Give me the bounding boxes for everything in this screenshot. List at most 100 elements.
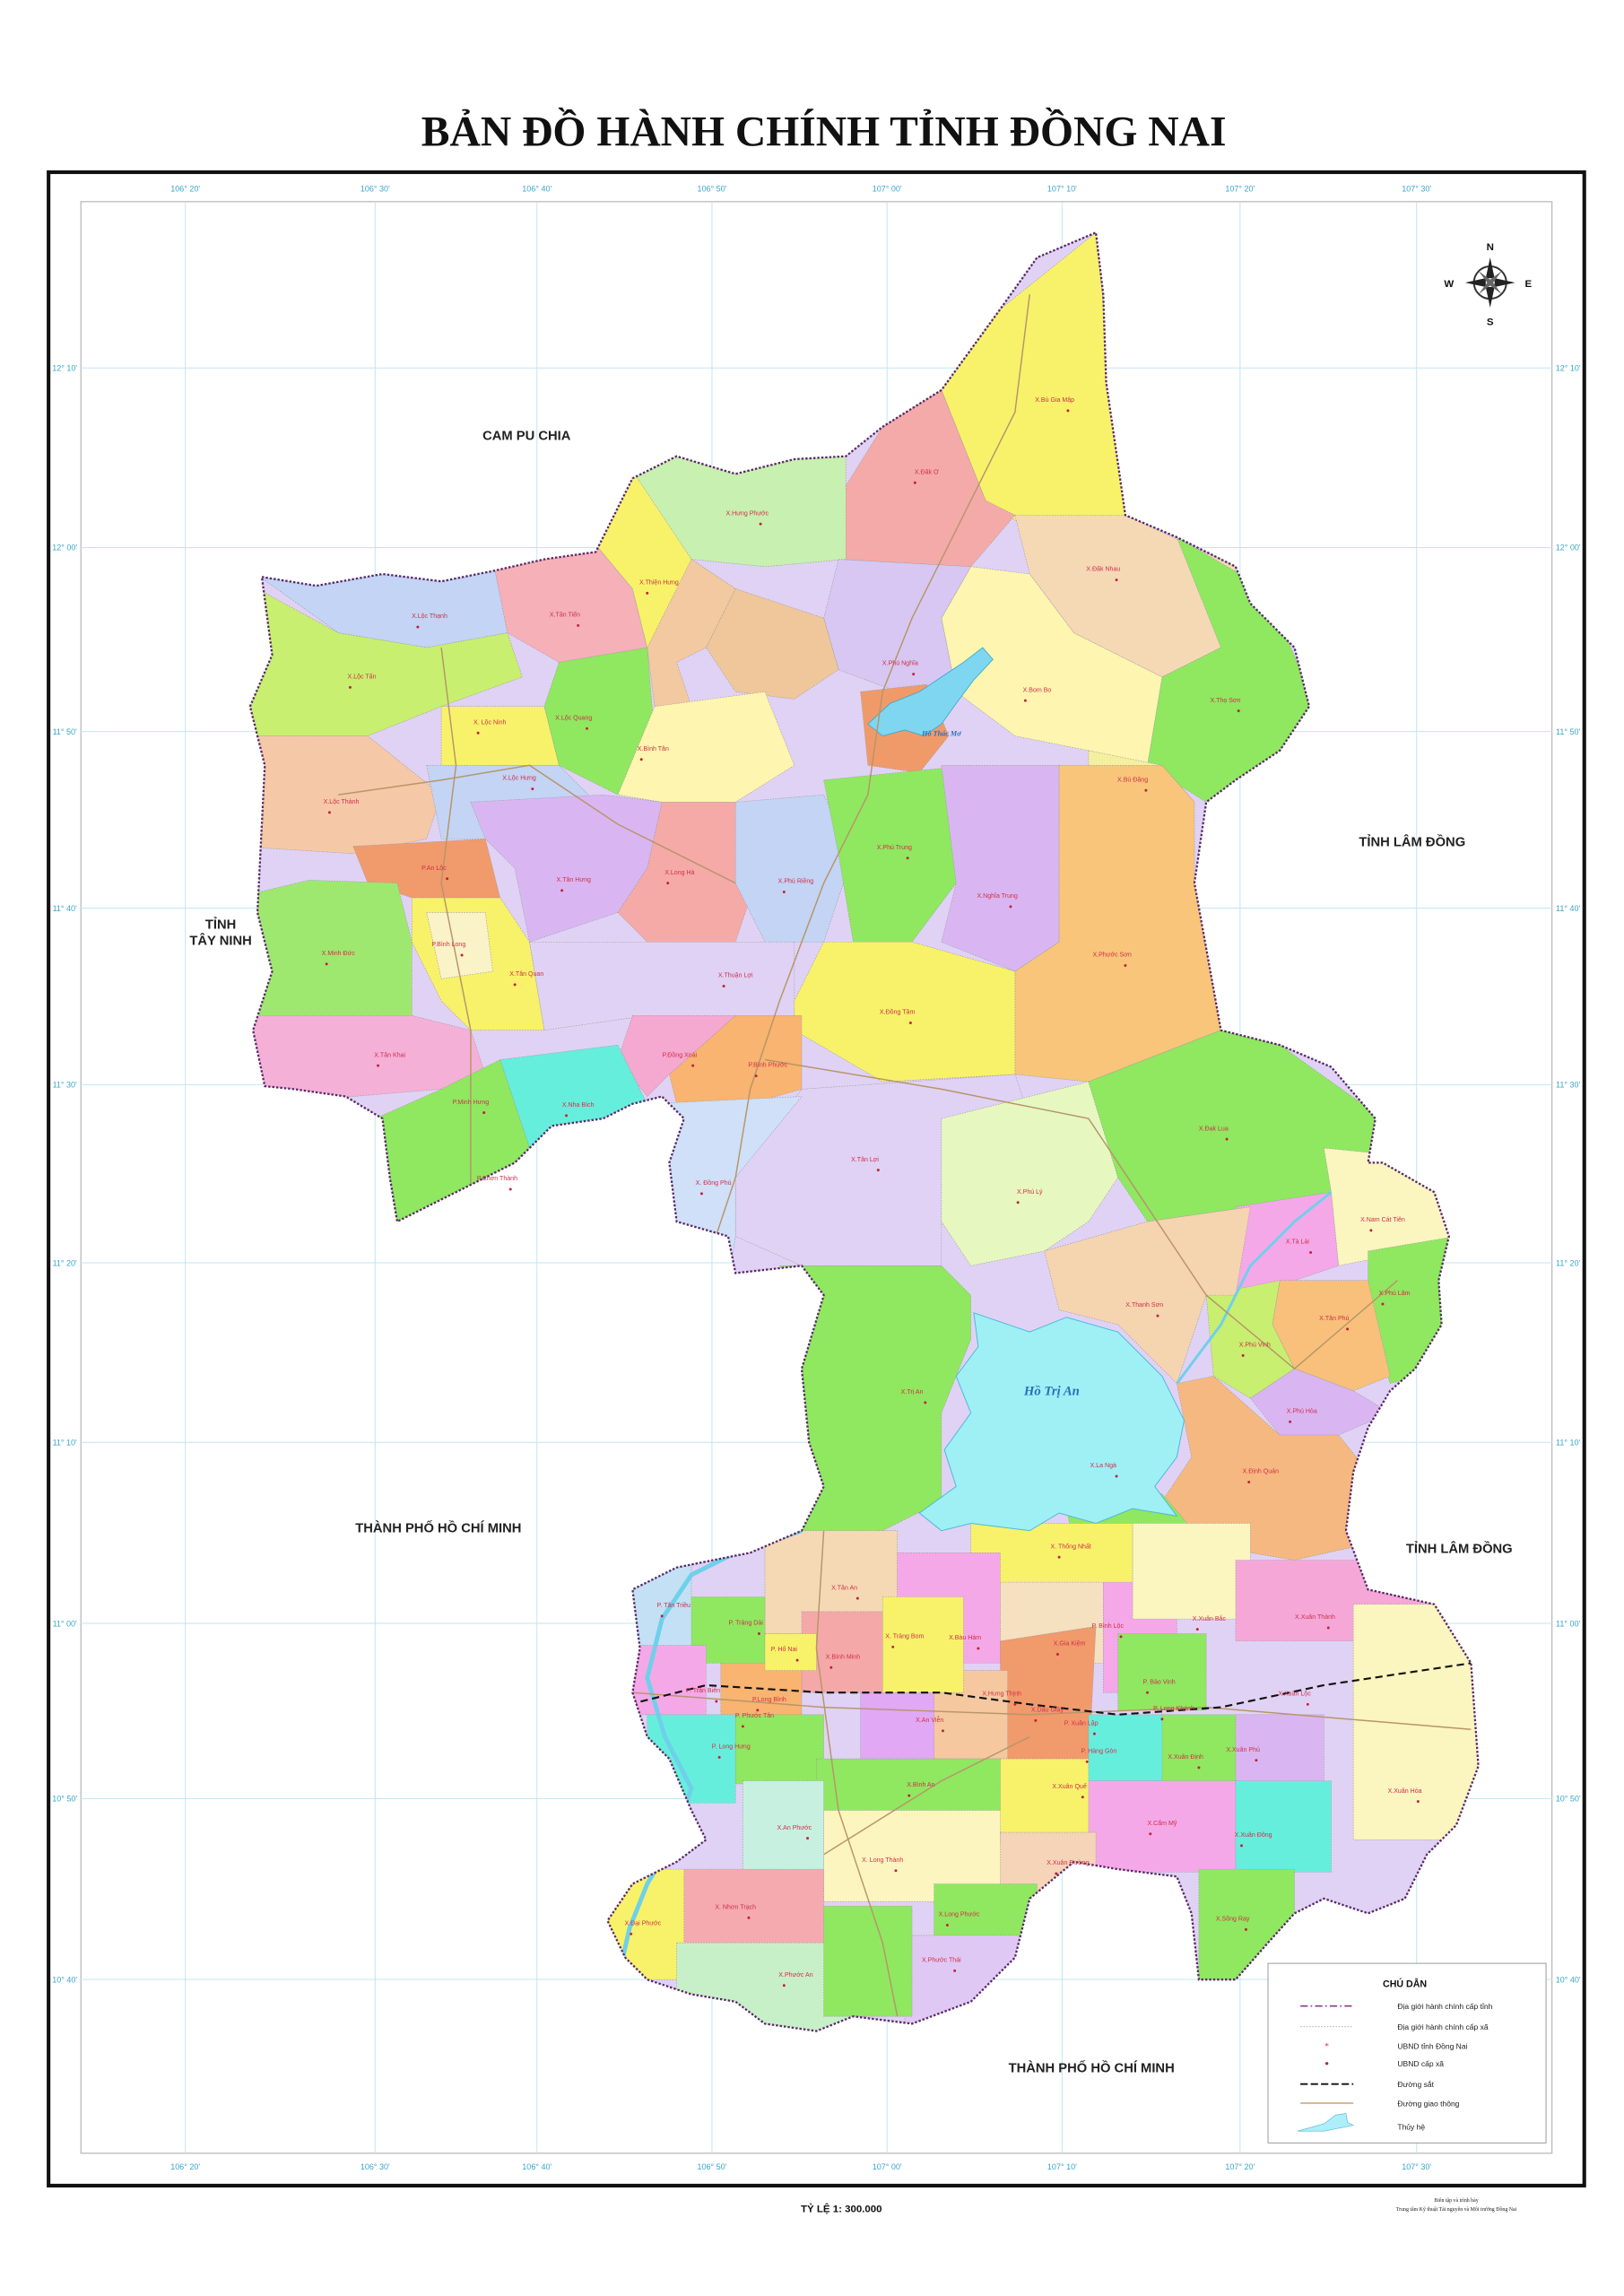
longitude-label: 106° 20' [170,2162,200,2171]
commune-hq-dot-icon [1034,1718,1038,1722]
commune-label: X. Thống Nhất [1051,1542,1091,1550]
legend-item-label: Địa giới hành chính cấp xã [1397,2022,1488,2031]
commune-label: P.An Lộc [421,865,447,872]
commune-area [1088,1030,1384,1222]
commune-label: X.Hưng Phước [725,510,769,517]
commune-hq-dot-icon [908,1022,912,1024]
commune-hq-dot-icon [416,625,420,629]
legend-box [1267,1962,1547,2144]
commune-label: X.Tân Khai [374,1052,405,1058]
commune-label: X.Đak Lua [1199,1126,1229,1132]
commune-area [816,1758,1001,1811]
commune-label: X.Phú Riềng [778,877,814,885]
commune-hq-dot-icon [747,1916,751,1919]
commune-label: X.Xuân Phú [1226,1747,1260,1753]
commune-label: X.Xuân Bắc [1193,1614,1227,1622]
commune-label: X.Phước Thái [922,1957,961,1963]
commune-area [1352,1604,1479,1840]
commune-label: X.La Ngà [1090,1463,1116,1469]
commune-label: P.Chơn Thành [477,1176,517,1182]
commune-hq-dot-icon [646,591,649,595]
commune-label: P. Xuân Lập [1064,1720,1099,1726]
commune-hq-dot-icon [1241,1353,1245,1357]
commune-label: X.Đại Phước [625,1920,662,1926]
commune-area [249,1015,486,1097]
commune-hq-dot-icon [977,1647,980,1650]
commune-label: X.Hưng Thịnh [982,1691,1021,1697]
commune-hq-dot-icon [508,1187,512,1191]
commune-hq-dot-icon [1326,1626,1330,1630]
commune-label: X.Trị An [901,1389,924,1396]
compass-north-arrow-icon [1485,257,1495,279]
commune-hq-dot-icon [1381,1302,1385,1306]
commune-hq-dot-icon [942,1729,944,1733]
commune-label: P. Hàng Gòn [1081,1748,1116,1754]
commune-hq-dot-icon [913,481,916,484]
commune-hq-dot-icon [953,1969,957,1972]
commune-label: X.Gia Kiệm [1054,1641,1086,1648]
commune-area [706,588,839,700]
latitude-label: 10° 40' [52,1975,77,1984]
commune-label: X.Nam Cát Tiên [1360,1217,1405,1223]
commune-label: X.Định Quán [1243,1469,1279,1475]
commune-label: X.Thanh Sơn [1125,1302,1163,1309]
commune-hq-dot-icon [855,1596,859,1600]
commune-label: X.Phú Lý [1017,1189,1043,1196]
commune-hq-dot-icon [1244,1927,1247,1931]
latitude-label: 10° 50' [52,1795,77,1804]
commune-hq-dot-icon [1225,1137,1229,1141]
tri-an-lake [918,1312,1185,1532]
commune-label: X.Bù Gia Mập [1035,397,1074,404]
commune-label: X. Long Thành [862,1857,903,1864]
la-nga-river [1176,1191,1333,1385]
commune-label: X.Xuân Lộc [1278,1691,1311,1697]
dong-nai-river [615,1528,803,1980]
commune-label: X.Xuân Đường [1046,1860,1089,1866]
commune-hq-dot-icon [1115,578,1118,582]
commune-label: X.Dầu Giây [1031,1706,1064,1714]
commune-label: X.Nha Bích [562,1102,595,1109]
neighbor-labels: CAM PU CHIA TỈNH TÂY NINH TỈNH LÂM ĐỒNG … [189,430,1512,2076]
legend-item-label: Đường giao thông [1397,2099,1459,2108]
commune-area [249,880,413,1031]
map-scale: TỶ LỆ 1: 300.000 [801,2203,882,2214]
commune-label: X. Lộc Ninh [473,719,507,726]
longitude-label: 107° 00' [873,2162,902,2171]
hcm-label-west: THÀNH PHỐ HỒ CHÍ MINH [355,1519,521,1535]
commune-hq-dot-icon [513,983,517,987]
commune-hq-dot-icon [1240,1844,1243,1848]
commune-label: X.Phước Sơn [1092,952,1131,959]
latitude-label: 10° 40' [1556,1975,1581,1984]
commune-hq-dot-icon [460,953,464,957]
latitude-label: 11° 40' [53,904,77,913]
commune-area [794,941,1016,1083]
commune-area [617,1015,736,1097]
commune-label: X.Tân Tiến [550,611,580,619]
legend-item-label: Địa giới hành chính cấp tỉnh [1397,2002,1492,2011]
commune-label: X.Xuân Quế [1052,1782,1086,1790]
latitude-label: 12° 10' [1556,364,1581,373]
commune-hq-dot-icon [476,731,480,735]
commune-area [904,1935,1030,2031]
commune-label: X.Xuân Đông [1235,1832,1272,1839]
longitude-label: 106° 40' [522,184,551,193]
commune-hq-dot-icon [1197,1766,1201,1770]
commune-label: X.Tân Hưng [557,877,591,883]
longitude-label: 106° 20' [170,184,200,193]
commune-area [617,1645,707,1716]
longitude-label: 106° 50' [698,184,727,193]
commune-hq-dot-icon [377,1064,380,1067]
commune-label: P.Bình Phước [748,1063,787,1069]
latitude-label: 10° 50' [1556,1795,1581,1804]
commune-hq-dot-icon [586,726,588,730]
commune-hq-dot-icon [1289,1420,1292,1423]
commune-label: X.Tà Lài [1286,1239,1310,1246]
legend-item-label: UBND cấp xã [1397,2059,1444,2068]
hcm-label-south: THÀNH PHỐ HỒ CHÍ MINH [1009,2060,1175,2076]
commune-label: P. Hố Nai [771,1645,798,1653]
commune-hq-dot-icon [1255,1759,1258,1762]
commune-hq-dot-icon [1081,1796,1084,1799]
commune-hq-dot-icon [894,1869,898,1873]
commune-hq-dot-icon [1115,1474,1118,1478]
commune-label: P.Đồng Xoài [663,1050,698,1058]
